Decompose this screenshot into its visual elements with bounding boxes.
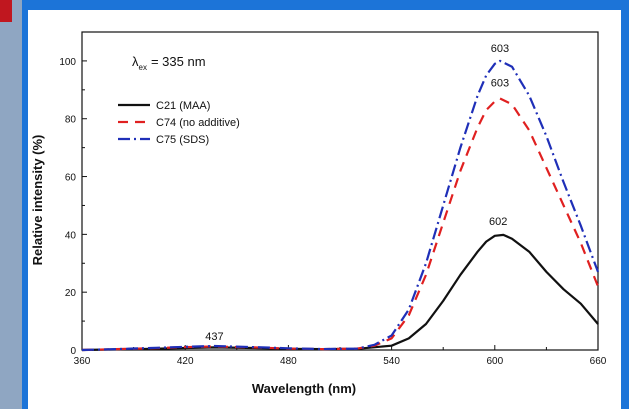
peak-label: 603 — [491, 43, 509, 55]
series-layer — [81, 59, 600, 352]
excitation-subscript: ex — [139, 63, 147, 72]
peak-label: 437 — [205, 331, 223, 343]
chart-panel: 360 420 480 540 600 660 0 20 40 60 80 100 C21 (MAA)… — [28, 10, 621, 409]
x-tick-label: 540 — [383, 356, 400, 367]
y-tick-label: 20 — [65, 288, 77, 299]
legend-label-2: C75 (SDS) — [156, 134, 209, 146]
excitation-value: = 335 nm — [151, 54, 206, 69]
peak-label: 602 — [489, 216, 507, 228]
legend-label-0: C21 (MAA) — [156, 100, 210, 112]
y-tick-label: 0 — [70, 346, 76, 357]
series-line-2 — [81, 59, 600, 352]
y-tick-label: 60 — [65, 173, 77, 184]
y-axis-label: Relative intensity (%) — [30, 135, 45, 266]
x-tick-label: 420 — [177, 356, 194, 367]
y-tick-label: 80 — [65, 115, 77, 126]
excitation-label: λex = 335 nm — [132, 54, 206, 72]
x-tick-label: 600 — [486, 356, 503, 367]
peak-label: 603 — [491, 77, 509, 89]
left-side-bar — [0, 0, 22, 409]
legend: C21 (MAA) C74 (no additive) C75 (SDS) — [118, 100, 240, 146]
excitation-lambda: λ — [132, 54, 139, 69]
x-tick-label: 360 — [74, 356, 91, 367]
x-tick-label: 480 — [280, 356, 297, 367]
x-tick-label: 660 — [590, 356, 607, 367]
series-line-0 — [81, 233, 599, 352]
x-axis-label: Wavelength (nm) — [252, 381, 356, 396]
emission-spectrum-chart: 360 420 480 540 600 660 0 20 40 60 80 100 C21 (MAA)… — [30, 31, 607, 396]
y-tick-label: 100 — [59, 57, 76, 68]
axes: 360 420 480 540 600 660 0 20 40 60 80 100 — [59, 31, 607, 367]
red-corner-mark — [0, 0, 12, 22]
annotations: 603 603 602 437 — [205, 43, 509, 343]
y-tick-label: 40 — [65, 230, 77, 241]
legend-label-1: C74 (no additive) — [156, 117, 240, 129]
